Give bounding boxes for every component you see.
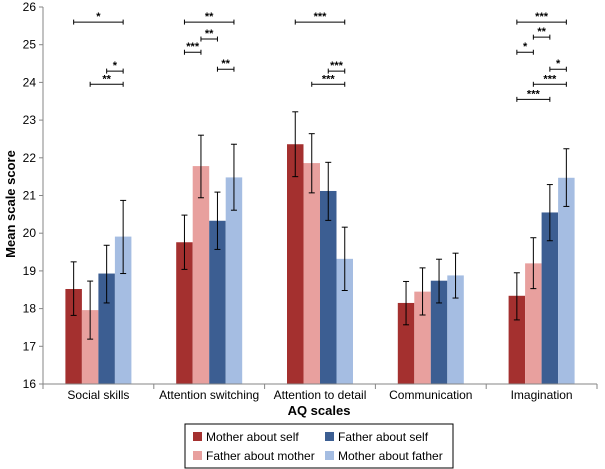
significance-label: *** [314, 11, 328, 23]
y-tick-label: 23 [23, 113, 37, 127]
significance-label: *** [186, 41, 200, 53]
significance-label: * [113, 60, 118, 72]
x-tick-label: Imagination [511, 388, 573, 402]
y-tick-label: 16 [23, 377, 37, 391]
bar [397, 302, 415, 384]
y-axis-title: Mean scale score [3, 150, 18, 258]
significance-label: *** [543, 73, 557, 85]
bar [65, 288, 82, 384]
significance-label: * [96, 11, 101, 23]
bar [447, 275, 464, 384]
error-bars-layer [70, 111, 570, 340]
bar [541, 212, 559, 384]
significance-label: * [523, 41, 528, 53]
significance-label: * [556, 58, 561, 70]
y-tick-label: 21 [23, 189, 37, 203]
bar [209, 220, 226, 384]
bar [525, 263, 542, 384]
bar [430, 280, 448, 384]
bar [336, 258, 353, 384]
significance-label: *** [535, 11, 549, 23]
x-tick-label: Communication [389, 388, 472, 402]
legend-label: Father about self [338, 430, 429, 444]
bar [81, 310, 99, 384]
y-tick-label: 19 [23, 264, 37, 278]
y-tick-label: 26 [23, 0, 37, 14]
significance-label: ** [102, 73, 111, 85]
significance-label: ** [537, 26, 546, 38]
bar [320, 190, 337, 384]
x-axis-title: AQ scales [288, 403, 351, 418]
bar [98, 273, 115, 384]
y-tick-label: 24 [23, 75, 37, 89]
y-tick-label: 17 [23, 339, 37, 353]
significance-label: ** [205, 11, 214, 23]
y-tick-label: 20 [23, 226, 37, 240]
legend-swatch [325, 432, 334, 441]
significance-label: ** [221, 58, 230, 70]
bar [558, 177, 575, 384]
y-tick-label: 22 [23, 151, 37, 165]
legend-swatch [325, 451, 334, 460]
bars-layer [65, 144, 575, 384]
legend-swatch [193, 432, 202, 441]
significance-label: *** [330, 60, 344, 72]
y-tick-label: 25 [23, 38, 37, 52]
y-tick-labels: 16 17 18 19 20 21 22 23 24 25 26 [23, 0, 37, 391]
significance-label: ** [205, 28, 214, 40]
bar [192, 166, 210, 384]
significance-label: *** [322, 73, 336, 85]
bar [287, 144, 304, 384]
legend-label: Father about mother [206, 449, 315, 463]
bar [414, 291, 431, 384]
x-tick-labels: Social skills Attention switching Attentio… [67, 388, 572, 402]
bar [176, 242, 193, 384]
legend-frame [184, 423, 454, 469]
x-tick-label: Attention to detail [274, 388, 367, 402]
y-tick-label: 18 [23, 302, 37, 316]
bar [303, 163, 320, 384]
legend-swatch [193, 451, 202, 460]
bar [225, 177, 243, 384]
significance-layer: *********************************** [73, 11, 567, 102]
x-tick-label: Attention switching [159, 388, 259, 402]
x-tick-label: Social skills [67, 388, 129, 402]
bar [508, 295, 526, 384]
legend-label: Mother about self [206, 430, 299, 444]
significance-label: *** [527, 88, 541, 100]
axes-layer [39, 6, 598, 389]
bar [114, 236, 132, 384]
legend: Mother about self Father about mother Fath… [184, 423, 454, 469]
legend-label: Mother about father [338, 449, 443, 463]
